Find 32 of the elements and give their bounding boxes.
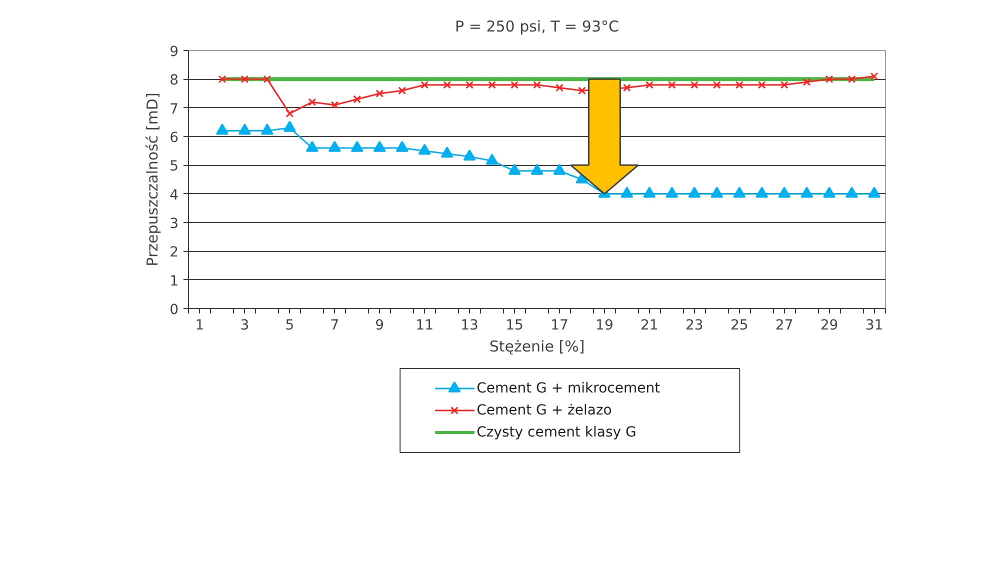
x-tick-label: 25 [730, 318, 748, 334]
y-tick-label: 6 [170, 130, 179, 146]
x-tick-label: 13 [460, 318, 478, 334]
y-tick-label: 4 [170, 187, 179, 204]
chart-title: P = 250 psi, T = 93°C [455, 18, 619, 36]
y-tick-label: 0 [170, 302, 179, 318]
x-tick-label: 7 [330, 318, 340, 334]
x-tick-label: 29 [820, 318, 838, 334]
y-tick-label: 5 [170, 158, 179, 175]
x-tick-label: 17 [550, 318, 568, 334]
x-tick-label: 31 [865, 318, 884, 334]
x-tick-label: 27 [775, 318, 794, 334]
legend-label: Cement G + mikrocement [476, 380, 661, 396]
y-tick-label: 2 [170, 244, 179, 261]
y-axis-title: Przepuszczalność [mD] [144, 92, 162, 266]
x-tick-label: 1 [195, 318, 204, 334]
x-tick-label: 15 [506, 318, 524, 334]
x-tick-label: 5 [285, 318, 294, 334]
y-tick-label: 8 [170, 72, 179, 89]
x-tick-label: 21 [640, 318, 658, 334]
y-tick-label: 9 [170, 44, 179, 60]
legend-label: Cement G + żelazo [476, 402, 612, 418]
y-tick-label: 7 [170, 101, 179, 118]
x-tick-label: 11 [416, 318, 434, 334]
legend-label: Czysty cement klasy G [476, 424, 636, 440]
y-tick-label: 3 [170, 216, 179, 232]
x-tick-label: 3 [240, 318, 250, 334]
x-tick-label: 9 [375, 318, 384, 334]
x-tick-label: 19 [596, 318, 614, 334]
x-axis-title: Stężenie [%] [489, 338, 585, 356]
x-tick-label: 23 [685, 318, 704, 334]
y-tick-label: 1 [170, 273, 179, 290]
